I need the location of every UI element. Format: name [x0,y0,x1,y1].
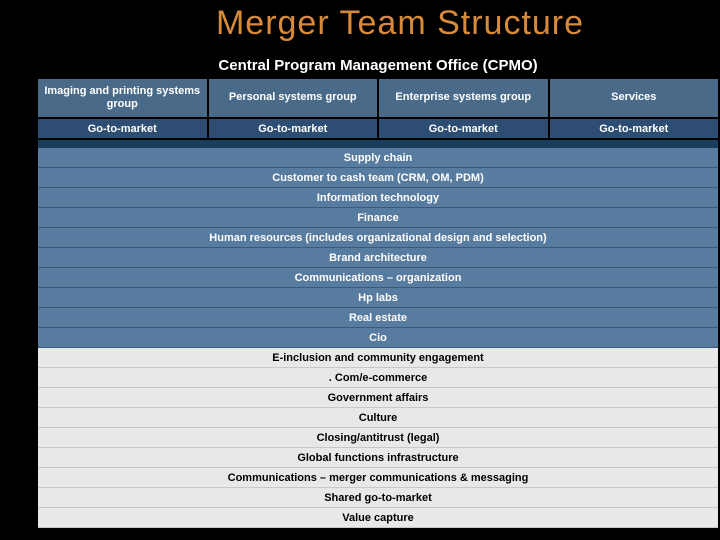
program-specific-row: . Com/e-commerce [38,368,718,388]
program-specific-row: Value capture [38,508,718,528]
biz-group-cell: Personal systems group [209,79,378,117]
program-specific-row: Shared go-to-market [38,488,718,508]
program-specific-row: Closing/antitrust (legal) [38,428,718,448]
horizontal-process-row: Customer to cash team (CRM, OM, PDM) [38,168,718,188]
content-area: Central Program Management Office (CPMO)… [38,54,718,540]
horizontal-process-row: Human resources (includes organizational… [38,228,718,248]
program-specific-row: Communications – merger communications &… [38,468,718,488]
horizontal-process-row: Real estate [38,308,718,328]
section-divider [38,140,718,148]
horizontal-process-row: Brand architecture [38,248,718,268]
program-specific-row: Culture [38,408,718,428]
horizontal-process-row: Communications – organization [38,268,718,288]
gtm-cell: Go-to-market [209,119,378,138]
horizontal-process-row: Supply chain [38,148,718,168]
horizontal-process-row: Hp labs [38,288,718,308]
horizontal-processes-list: Supply chainCustomer to cash team (CRM, … [38,148,718,348]
program-specific-list: E-inclusion and community engagement. Co… [38,348,718,528]
gtm-cell: Go-to-market [379,119,548,138]
horizontal-process-row: Information technology [38,188,718,208]
program-specific-row: Global functions infrastructure [38,448,718,468]
horizontal-process-row: Cio [38,328,718,348]
horizontal-process-row: Finance [38,208,718,228]
business-groups-row: Imaging and printing systems group Perso… [38,79,718,117]
program-specific-row: Government affairs [38,388,718,408]
gtm-row: Go-to-market Go-to-market Go-to-market G… [38,119,718,138]
cpmo-header: Central Program Management Office (CPMO) [38,54,718,79]
slide-title: Merger Team Structure [0,0,720,49]
gtm-cell: Go-to-market [550,119,719,138]
biz-group-cell: Imaging and printing systems group [38,79,207,117]
biz-group-cell: Services [550,79,719,117]
gtm-cell: Go-to-market [38,119,207,138]
program-specific-row: E-inclusion and community engagement [38,348,718,368]
biz-group-cell: Enterprise systems group [379,79,548,117]
